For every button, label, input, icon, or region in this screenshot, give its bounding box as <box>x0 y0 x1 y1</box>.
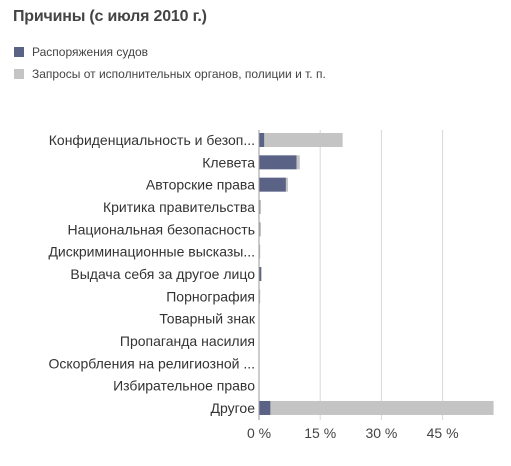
bar <box>259 401 270 415</box>
category-label: Выдача себя за другое лицо <box>70 266 255 282</box>
category-label: Другое <box>211 400 256 416</box>
x-tick-label: 15 % <box>304 425 336 441</box>
bar <box>260 200 261 214</box>
category-label: Избирательное право <box>113 378 255 394</box>
category-label: Национальная безопасность <box>68 221 255 237</box>
bar <box>270 401 493 415</box>
category-label: Оскорбления на религиозной ... <box>49 355 256 371</box>
bar <box>259 155 297 169</box>
category-label: Пропаганда насилия <box>120 333 255 349</box>
x-tick-label: 30 % <box>365 425 397 441</box>
x-tick-label: 45 % <box>427 425 459 441</box>
bar <box>297 155 300 169</box>
bar <box>259 133 264 147</box>
bar <box>286 178 288 192</box>
category-label: Клевета <box>202 154 255 170</box>
bar <box>259 178 286 192</box>
bar <box>260 222 261 236</box>
bar <box>264 133 342 147</box>
bar <box>259 245 260 259</box>
category-label: Товарный знак <box>159 311 256 327</box>
bar <box>259 289 260 303</box>
category-label: Порнография <box>166 288 255 304</box>
x-tick-label: 0 % <box>247 425 271 441</box>
category-label: Авторские права <box>146 177 255 193</box>
category-label: Конфиденциальность и безоп... <box>49 132 255 148</box>
category-label: Дискриминационные высказы... <box>48 244 255 260</box>
category-label: Критика правительства <box>103 199 255 215</box>
bar <box>261 267 262 281</box>
